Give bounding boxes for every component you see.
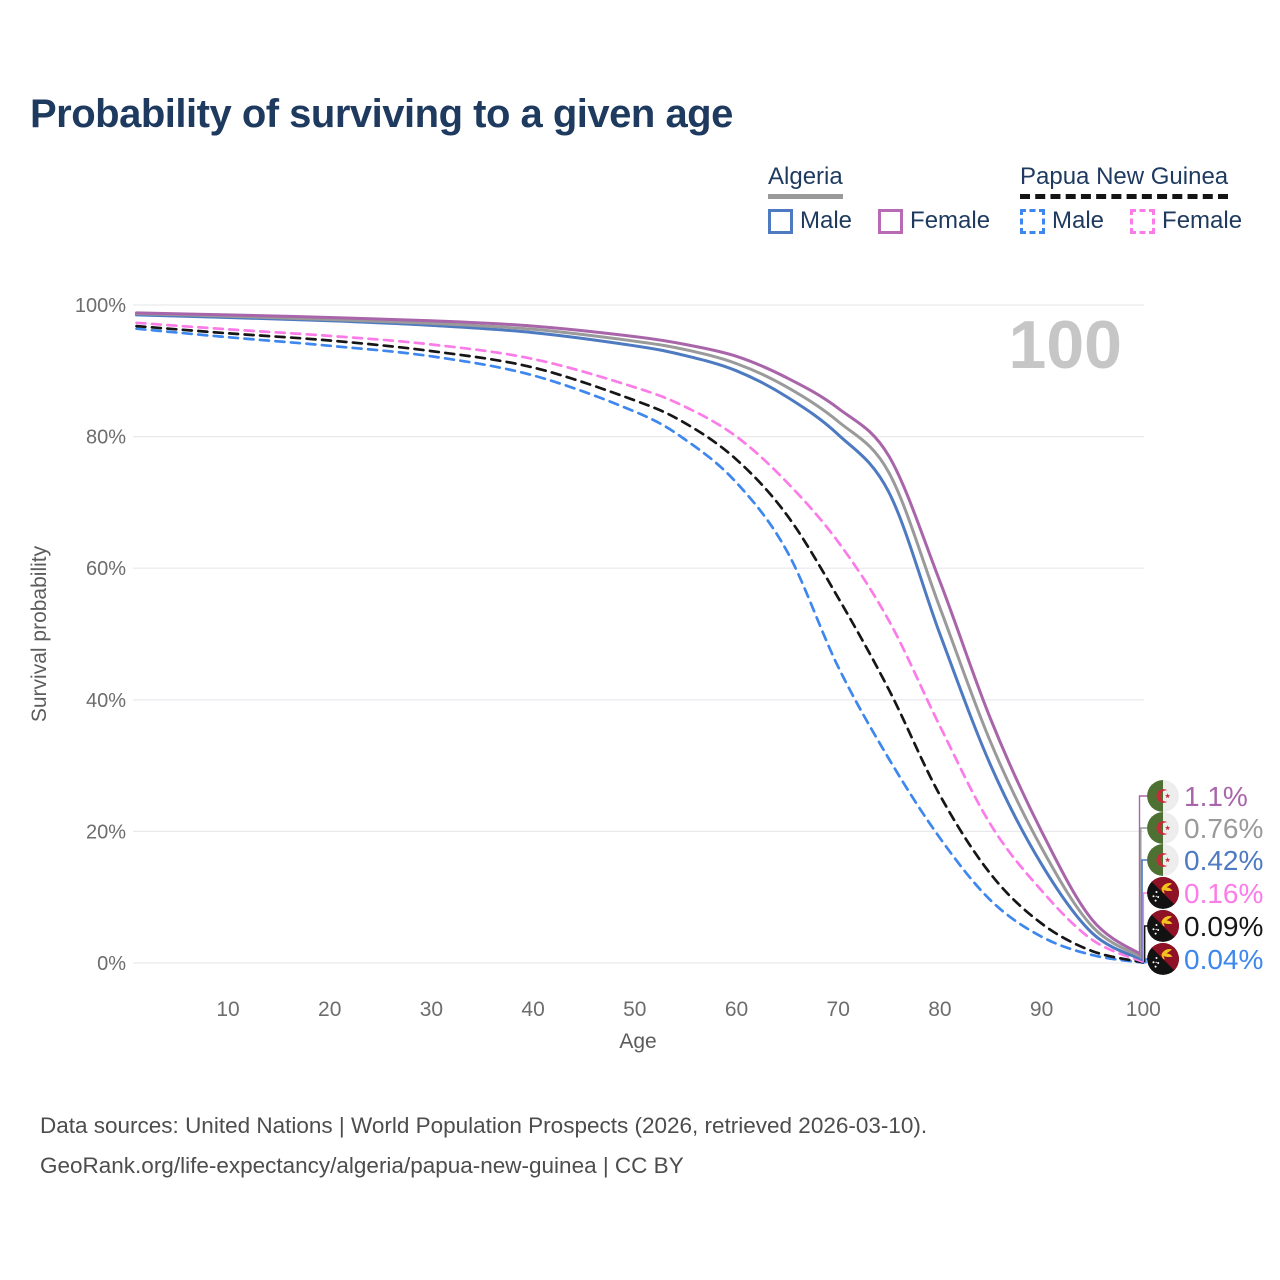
x-tick-label: 90 [1030, 998, 1053, 1021]
y-axis-title: Survival probability [28, 545, 51, 722]
survival-curves [135, 311, 1145, 965]
legend-label: Female [1162, 207, 1243, 234]
papua-new-guinea-female-swatch-icon [1130, 208, 1156, 234]
legend-label: Female [910, 207, 991, 234]
x-tick-label: 40 [521, 998, 544, 1021]
algeria-flag-icon [1147, 844, 1179, 876]
curve-papua-new-guinea-female[interactable] [135, 321, 1145, 964]
legend-header-algeria[interactable]: Algeria [768, 163, 843, 199]
algeria-male-swatch-icon [768, 208, 793, 234]
gridlines [133, 304, 1144, 964]
x-tick-label: 50 [623, 998, 646, 1021]
legend-item-papua-new-guinea-male[interactable]: Male [1020, 207, 1104, 235]
age-marker-watermark: 100 [1009, 307, 1122, 383]
algeria-flag-icon [1147, 812, 1179, 844]
axis-tick-labels: 0% 20% 40% 60% 80% 100% 10 20 30 40 50 60 70 80 90 100 [75, 295, 1161, 1021]
y-tick-label: 100% [75, 295, 126, 317]
legend-item-algeria-male[interactable]: Male [768, 207, 852, 235]
y-tick-label: 40% [86, 690, 126, 712]
end-label-papua-new-guinea-female: 0.16% [1184, 878, 1263, 909]
legend-header-papua-new-guinea[interactable]: Papua New Guinea [1020, 163, 1229, 199]
curve-papua-new-guinea-male[interactable] [135, 327, 1145, 965]
end-label-papua-new-guinea-both-sexes: 0.09% [1184, 911, 1263, 942]
page-title: Probability of surviving to a given age [30, 92, 733, 136]
algeria-flag-icon [1147, 780, 1179, 812]
y-tick-label: 20% [86, 821, 126, 843]
x-tick-label: 20 [318, 998, 341, 1021]
x-axis-title: Age [619, 1030, 656, 1053]
end-label-algeria-male: 0.42% [1184, 845, 1263, 876]
attribution-text: GeoRank.org/life-expectancy/algeria/papu… [40, 1153, 684, 1178]
curve-papua-new-guinea-both-sexes[interactable] [135, 324, 1145, 964]
x-tick-label: 100 [1126, 998, 1161, 1021]
curve-algeria-female[interactable] [135, 311, 1145, 958]
x-tick-label: 70 [827, 998, 850, 1021]
x-tick-label: 80 [928, 998, 951, 1021]
legend-label: Male [1052, 207, 1105, 234]
legend-item-papua-new-guinea-female[interactable]: Female [1130, 207, 1242, 235]
algeria-female-swatch-icon [878, 208, 904, 234]
papua-new-guinea-male-swatch-icon [1020, 208, 1045, 234]
legend-label: Male [800, 207, 853, 234]
end-connector [1141, 859, 1150, 961]
legend-group-algeria: Algeria Male Female [768, 163, 990, 235]
x-tick-label: 10 [216, 998, 239, 1021]
end-annotations: 1.1%0.76%0.42%0.16%0.09%0.04% [1138, 780, 1263, 975]
curve-algeria-male[interactable] [135, 313, 1145, 962]
papua-new-guinea-flag-icon [1147, 877, 1179, 909]
papua-new-guinea-flag-icon [1147, 943, 1179, 975]
x-tick-label: 30 [420, 998, 443, 1021]
data-sources-text: Data sources: United Nations | World Pop… [40, 1113, 928, 1138]
papua-new-guinea-flag-icon [1147, 910, 1179, 942]
y-tick-label: 80% [86, 427, 126, 449]
footer: Data sources: United Nations | World Pop… [40, 1106, 927, 1186]
y-tick-label: 60% [86, 558, 126, 580]
x-tick-label: 60 [725, 998, 748, 1021]
y-tick-label: 0% [97, 953, 126, 975]
end-label-algeria-female: 1.1% [1184, 781, 1248, 812]
legend-item-algeria-female[interactable]: Female [878, 207, 990, 235]
curve-algeria-both-sexes[interactable] [135, 312, 1145, 960]
end-label-papua-new-guinea-male: 0.04% [1184, 944, 1263, 975]
end-label-algeria-both-sexes: 0.76% [1184, 813, 1263, 844]
legend-group-papua-new-guinea: Papua New Guinea Male Female [1020, 163, 1242, 235]
